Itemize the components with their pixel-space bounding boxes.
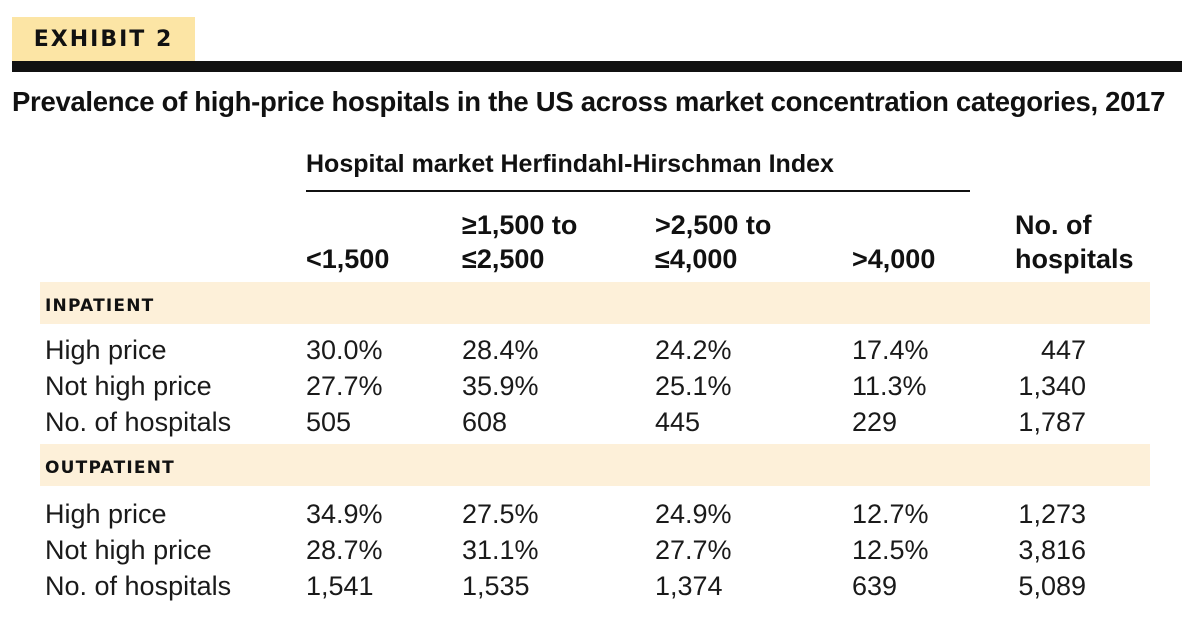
table-cell: 11.3% (852, 371, 927, 401)
column-header-5-line2: hospitals (1015, 244, 1134, 274)
column-header-5-line1: No. of (1015, 210, 1092, 240)
table-cell: 31.1% (462, 535, 539, 565)
row-label: Not high price (45, 535, 212, 565)
table-cell: 1,535 (462, 571, 530, 601)
table-cell-total: 5,089 (1018, 571, 1086, 601)
table-cell: 34.9% (306, 499, 383, 529)
header-rule (12, 61, 1182, 72)
column-group-rule (306, 190, 970, 192)
table-cell-total: 1,787 (1018, 407, 1086, 437)
table-cell-total: 1,340 (1018, 371, 1086, 401)
row-label: No. of hospitals (45, 407, 232, 437)
table-cell: 28.4% (462, 335, 539, 365)
table-cell: 1,374 (655, 571, 723, 601)
table-cell: 12.7% (852, 499, 929, 529)
table-cell: 505 (306, 407, 352, 437)
section-band-inpatient (40, 282, 1150, 324)
table-cell: 30.0% (306, 335, 383, 365)
table-cell: 27.5% (462, 499, 539, 529)
exhibit-label: EXHIBIT 2 (12, 17, 195, 61)
row-label: Not high price (45, 371, 212, 401)
column-header-4-line2: >4,000 (852, 244, 936, 274)
table-cell-total: 3,816 (1018, 535, 1086, 565)
table-cell: 229 (852, 407, 898, 437)
table-cell-total: 1,273 (1018, 499, 1086, 529)
table-cell: 24.9% (655, 499, 732, 529)
chart-title: Prevalence of high-price hospitals in th… (12, 86, 1166, 117)
section-label-outpatient: OUTPATIENT (45, 458, 175, 478)
section-band-outpatient (40, 444, 1150, 486)
row-label: High price (45, 499, 167, 529)
row-label: No. of hospitals (45, 571, 232, 601)
table-cell: 639 (852, 571, 898, 601)
table-cell: 25.1% (655, 371, 732, 401)
column-header-3-line2: ≤4,000 (655, 244, 738, 274)
column-header-1-line2: <1,500 (306, 244, 390, 274)
table-cell-total: 447 (1040, 335, 1086, 365)
table-cell: 608 (462, 407, 508, 437)
table-cell: 445 (655, 407, 701, 437)
column-header-2-line2: ≤2,500 (462, 244, 545, 274)
table-cell: 17.4% (852, 335, 929, 365)
section-label-inpatient: INPATIENT (45, 296, 155, 316)
row-label: High price (45, 335, 167, 365)
table-cell: 28.7% (306, 535, 383, 565)
table-cell: 24.2% (655, 335, 732, 365)
column-header-3-line1: >2,500 to (655, 210, 772, 240)
table-cell: 35.9% (462, 371, 539, 401)
table-cell: 12.5% (852, 535, 929, 565)
column-header-2-line1: ≥1,500 to (462, 210, 578, 240)
table-cell: 1,541 (306, 571, 374, 601)
table-cell: 27.7% (655, 535, 732, 565)
column-group-label: Hospital market Herfindahl-Hirschman Ind… (306, 150, 834, 178)
table-cell: 27.7% (306, 371, 383, 401)
